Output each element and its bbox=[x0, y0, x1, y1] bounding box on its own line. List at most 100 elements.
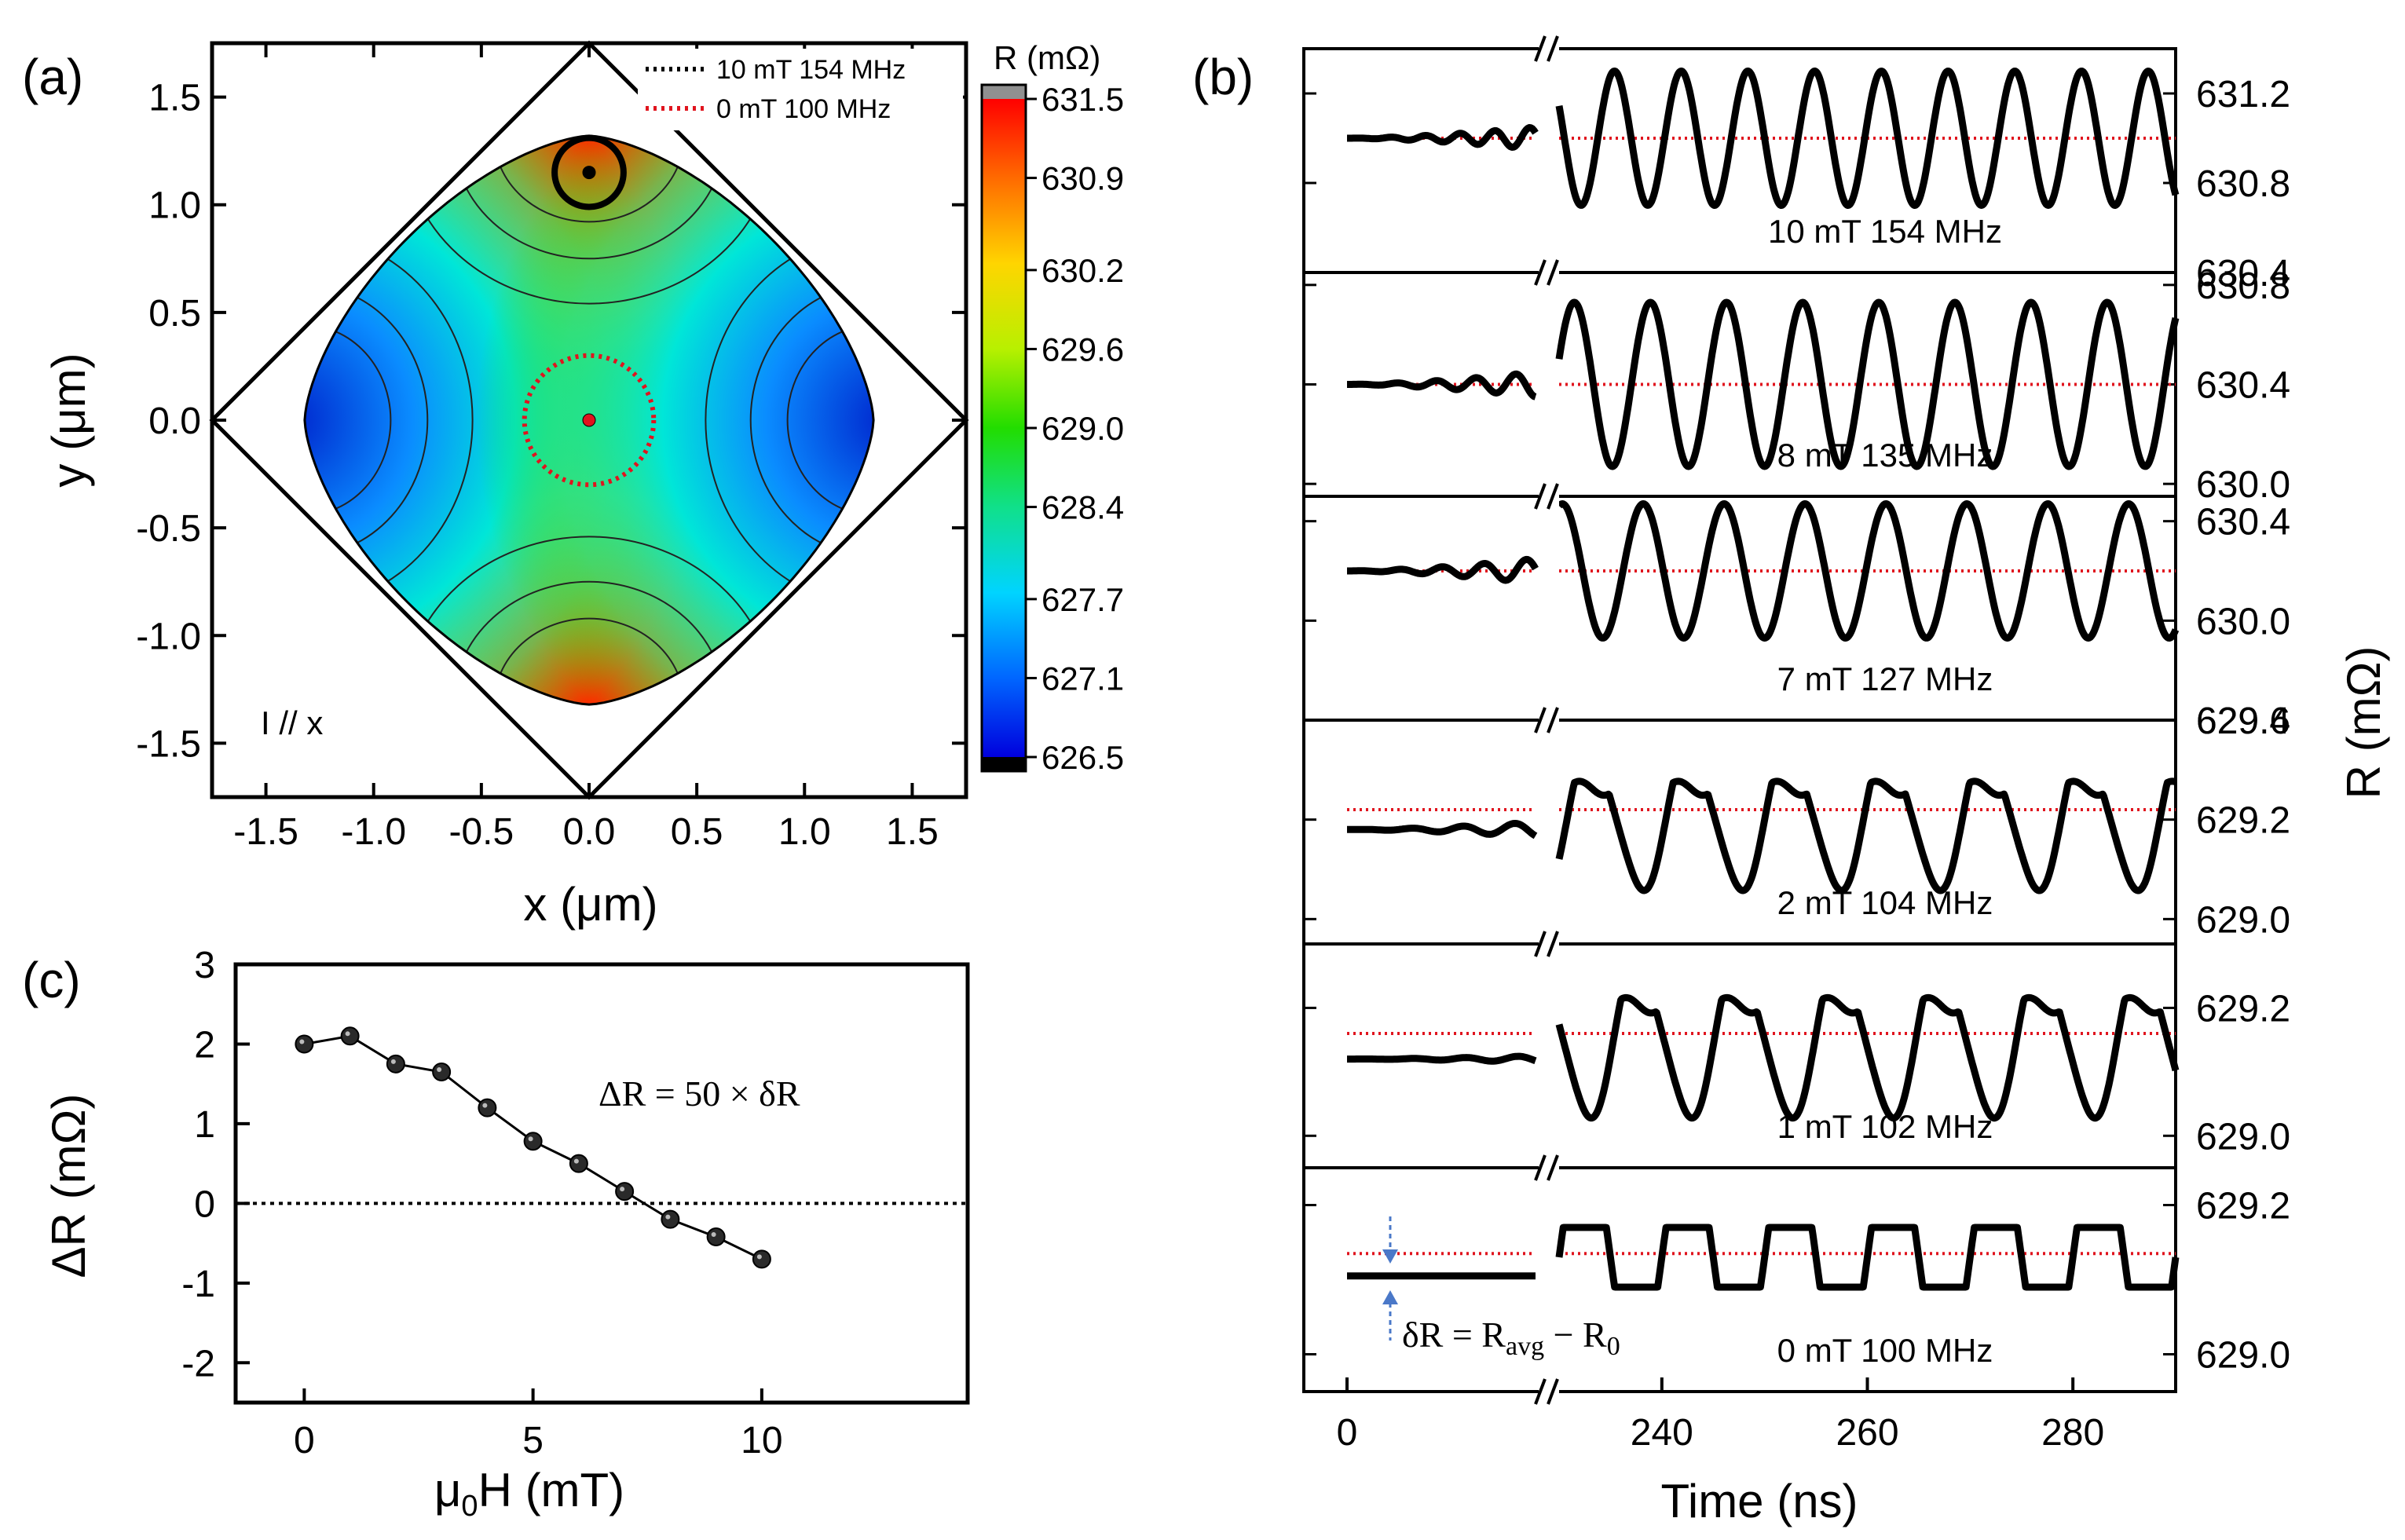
x-tick-label-a: -0.5 bbox=[448, 811, 514, 853]
colorbar: R (mΩ) 631.5 630.9 630.2 629.6 629.0 628.4 627… bbox=[980, 39, 1124, 776]
colorbar-tick-label: 627.1 bbox=[1041, 660, 1124, 697]
axis-break-mark bbox=[1547, 483, 1559, 510]
panel-a: -1.5 -1.0 -0.5 0.0 0.5 1.0 1.5 -1.5 -1.0 -0.5 0.0 0… bbox=[42, 39, 1124, 931]
axis-break-mark bbox=[1534, 1154, 1547, 1181]
colorbar-tick-label: 631.5 bbox=[1041, 81, 1124, 118]
y-axis-label-c: ΔR (mΩ) bbox=[42, 1094, 95, 1278]
data-point-highlight bbox=[756, 1254, 762, 1260]
x-tick-label-a: 1.5 bbox=[886, 811, 939, 853]
trace-late bbox=[1556, 500, 2180, 642]
y-axis-label-b: R (mΩ) bbox=[2337, 646, 2390, 799]
axis-break-mark bbox=[1547, 931, 1559, 957]
y-tick-label-b: 631.2 bbox=[2196, 74, 2290, 115]
trace-late bbox=[1555, 298, 2180, 470]
y-tick-label-b: 630.8 bbox=[2196, 265, 2290, 307]
colorbar-title: R (mΩ) bbox=[994, 39, 1100, 76]
axis-break-mark bbox=[1547, 259, 1559, 286]
delta-r-avg: avg bbox=[1506, 1332, 1544, 1361]
data-point-c bbox=[706, 1227, 726, 1246]
legend-a: 10 mT 154 MHz 0 mT 100 MHz bbox=[638, 49, 963, 130]
y-tick-label-b: 629.0 bbox=[2196, 899, 2290, 941]
subplot-7mT: 630.4 630.0 629.6 7 mT 127 MHz bbox=[1304, 483, 2290, 742]
x-tick-label-b: 0 bbox=[1337, 1412, 1358, 1454]
axis-break-mark bbox=[1534, 931, 1547, 957]
y-tick-label-a: 0.0 bbox=[148, 401, 201, 442]
x-axis-label-b: Time (ns) bbox=[1660, 1475, 1858, 1527]
axis-break-mark bbox=[1534, 259, 1547, 286]
panel-c-formula: ΔR = 50 × δR bbox=[599, 1074, 800, 1114]
y-tick-label-b: 630.4 bbox=[2196, 253, 2290, 294]
current-direction-label: I // x bbox=[261, 704, 323, 741]
x-tick-label-a: -1.5 bbox=[233, 811, 298, 853]
y-tick-label-a: 1.0 bbox=[148, 185, 201, 227]
data-point-highlight bbox=[711, 1231, 716, 1237]
x-tick-label-a: 0.5 bbox=[671, 811, 723, 853]
y-tick-label-c: 2 bbox=[194, 1024, 215, 1066]
data-point-c bbox=[295, 1034, 314, 1054]
subplot-label: 7 mT 127 MHz bbox=[1777, 660, 1993, 697]
axis-break-mark-bottom bbox=[1534, 1378, 1547, 1405]
trace-early bbox=[1345, 1052, 1538, 1065]
panel-label-b: (b) bbox=[1192, 49, 1254, 105]
x-tick-label-a: 1.0 bbox=[778, 811, 831, 853]
trace-late bbox=[1555, 1224, 2180, 1291]
colorbar-ticks: 631.5 630.9 630.2 629.6 629.0 628.4 627.7 627.1… bbox=[1026, 81, 1124, 776]
legend-label-black: 10 mT 154 MHz bbox=[716, 55, 906, 85]
subplot-label: 0 mT 100 MHz bbox=[1777, 1332, 1993, 1369]
colorbar-tick-label: 629.0 bbox=[1041, 410, 1124, 447]
data-point-c bbox=[478, 1098, 497, 1118]
data-point-highlight bbox=[528, 1136, 533, 1142]
x-axis-label-c: μ0H (mT) bbox=[434, 1464, 624, 1523]
colorbar-tick-label: 630.9 bbox=[1041, 160, 1124, 197]
delta-r-formula: δR = Ravg − R0 bbox=[1402, 1315, 1620, 1361]
subplot-2mT: 629.4 629.2 629.0 2 mT 104 MHz bbox=[1304, 700, 2290, 941]
device-map bbox=[304, 135, 874, 705]
data-point-c bbox=[432, 1062, 452, 1081]
y-tick-label-a: 0.5 bbox=[148, 293, 201, 335]
colorbar-tick-label: 627.7 bbox=[1041, 581, 1124, 618]
data-point-highlight bbox=[573, 1158, 579, 1164]
trace-late bbox=[1555, 68, 2180, 209]
x-axis-label-c-sub: 0 bbox=[461, 1490, 478, 1523]
colorbar-tick-label: 626.5 bbox=[1041, 739, 1124, 776]
y-tick-label-a: -1.0 bbox=[136, 616, 201, 657]
orbit-center-10mT bbox=[582, 166, 596, 180]
axis-break-mark bbox=[1547, 35, 1559, 62]
axis-break-mark bbox=[1534, 707, 1547, 733]
orbit-center-0mT bbox=[582, 413, 596, 427]
x-tick-label-b: 280 bbox=[2041, 1412, 2104, 1454]
y-tick-label-b: 630.4 bbox=[2196, 365, 2290, 407]
y-tick-label-a: -0.5 bbox=[136, 508, 201, 550]
subplot-0mT: 629.2 629.0 0 mT 100 MHz bbox=[1304, 1154, 2290, 1377]
data-point-c bbox=[386, 1054, 405, 1074]
data-point-highlight bbox=[482, 1103, 488, 1108]
delta-arrowhead-down bbox=[1382, 1249, 1398, 1264]
trace-late bbox=[1555, 993, 2180, 1122]
colorbar-tick-label: 630.2 bbox=[1041, 252, 1124, 289]
ticks-a: -1.5 -1.0 -0.5 0.0 0.5 1.0 1.5 -1.5 -1.0 -0.5 0.0 0… bbox=[136, 43, 966, 853]
x-axis-label-c-mu: μ bbox=[434, 1464, 462, 1516]
colorbar-tick-label: 628.4 bbox=[1041, 489, 1124, 526]
trace-late bbox=[1555, 777, 2179, 894]
data-point-highlight bbox=[620, 1187, 625, 1192]
x-tick-label-b: 240 bbox=[1631, 1412, 1693, 1454]
y-tick-label-b: 630.8 bbox=[2196, 163, 2290, 205]
y-axis-label-a: y (μm) bbox=[42, 353, 95, 487]
data-point-c bbox=[752, 1249, 771, 1269]
subplot-label: 10 mT 154 MHz bbox=[1768, 213, 2002, 250]
subplot-8mT: 630.8 630.4 630.0 8 mT 135 MHz bbox=[1304, 259, 2290, 506]
y-tick-label-b: 630.0 bbox=[2196, 601, 2290, 642]
y-tick-label-b: 629.0 bbox=[2196, 1116, 2290, 1158]
axes-frame-c bbox=[233, 962, 970, 1405]
data-point-c bbox=[523, 1132, 543, 1151]
y-tick-label-b: 629.6 bbox=[2196, 700, 2290, 742]
axis-break-mark bbox=[1534, 483, 1547, 510]
axis-break-mark bbox=[1547, 707, 1559, 733]
delta-r-main: δR = R bbox=[1402, 1315, 1506, 1355]
colorbar-tick-label: 629.6 bbox=[1041, 331, 1124, 368]
colorbar-overflow-low bbox=[982, 757, 1026, 771]
y-tick-label-c: 3 bbox=[194, 945, 215, 986]
x-tick-label-a: 0.0 bbox=[563, 811, 616, 853]
legend-box bbox=[638, 49, 963, 130]
